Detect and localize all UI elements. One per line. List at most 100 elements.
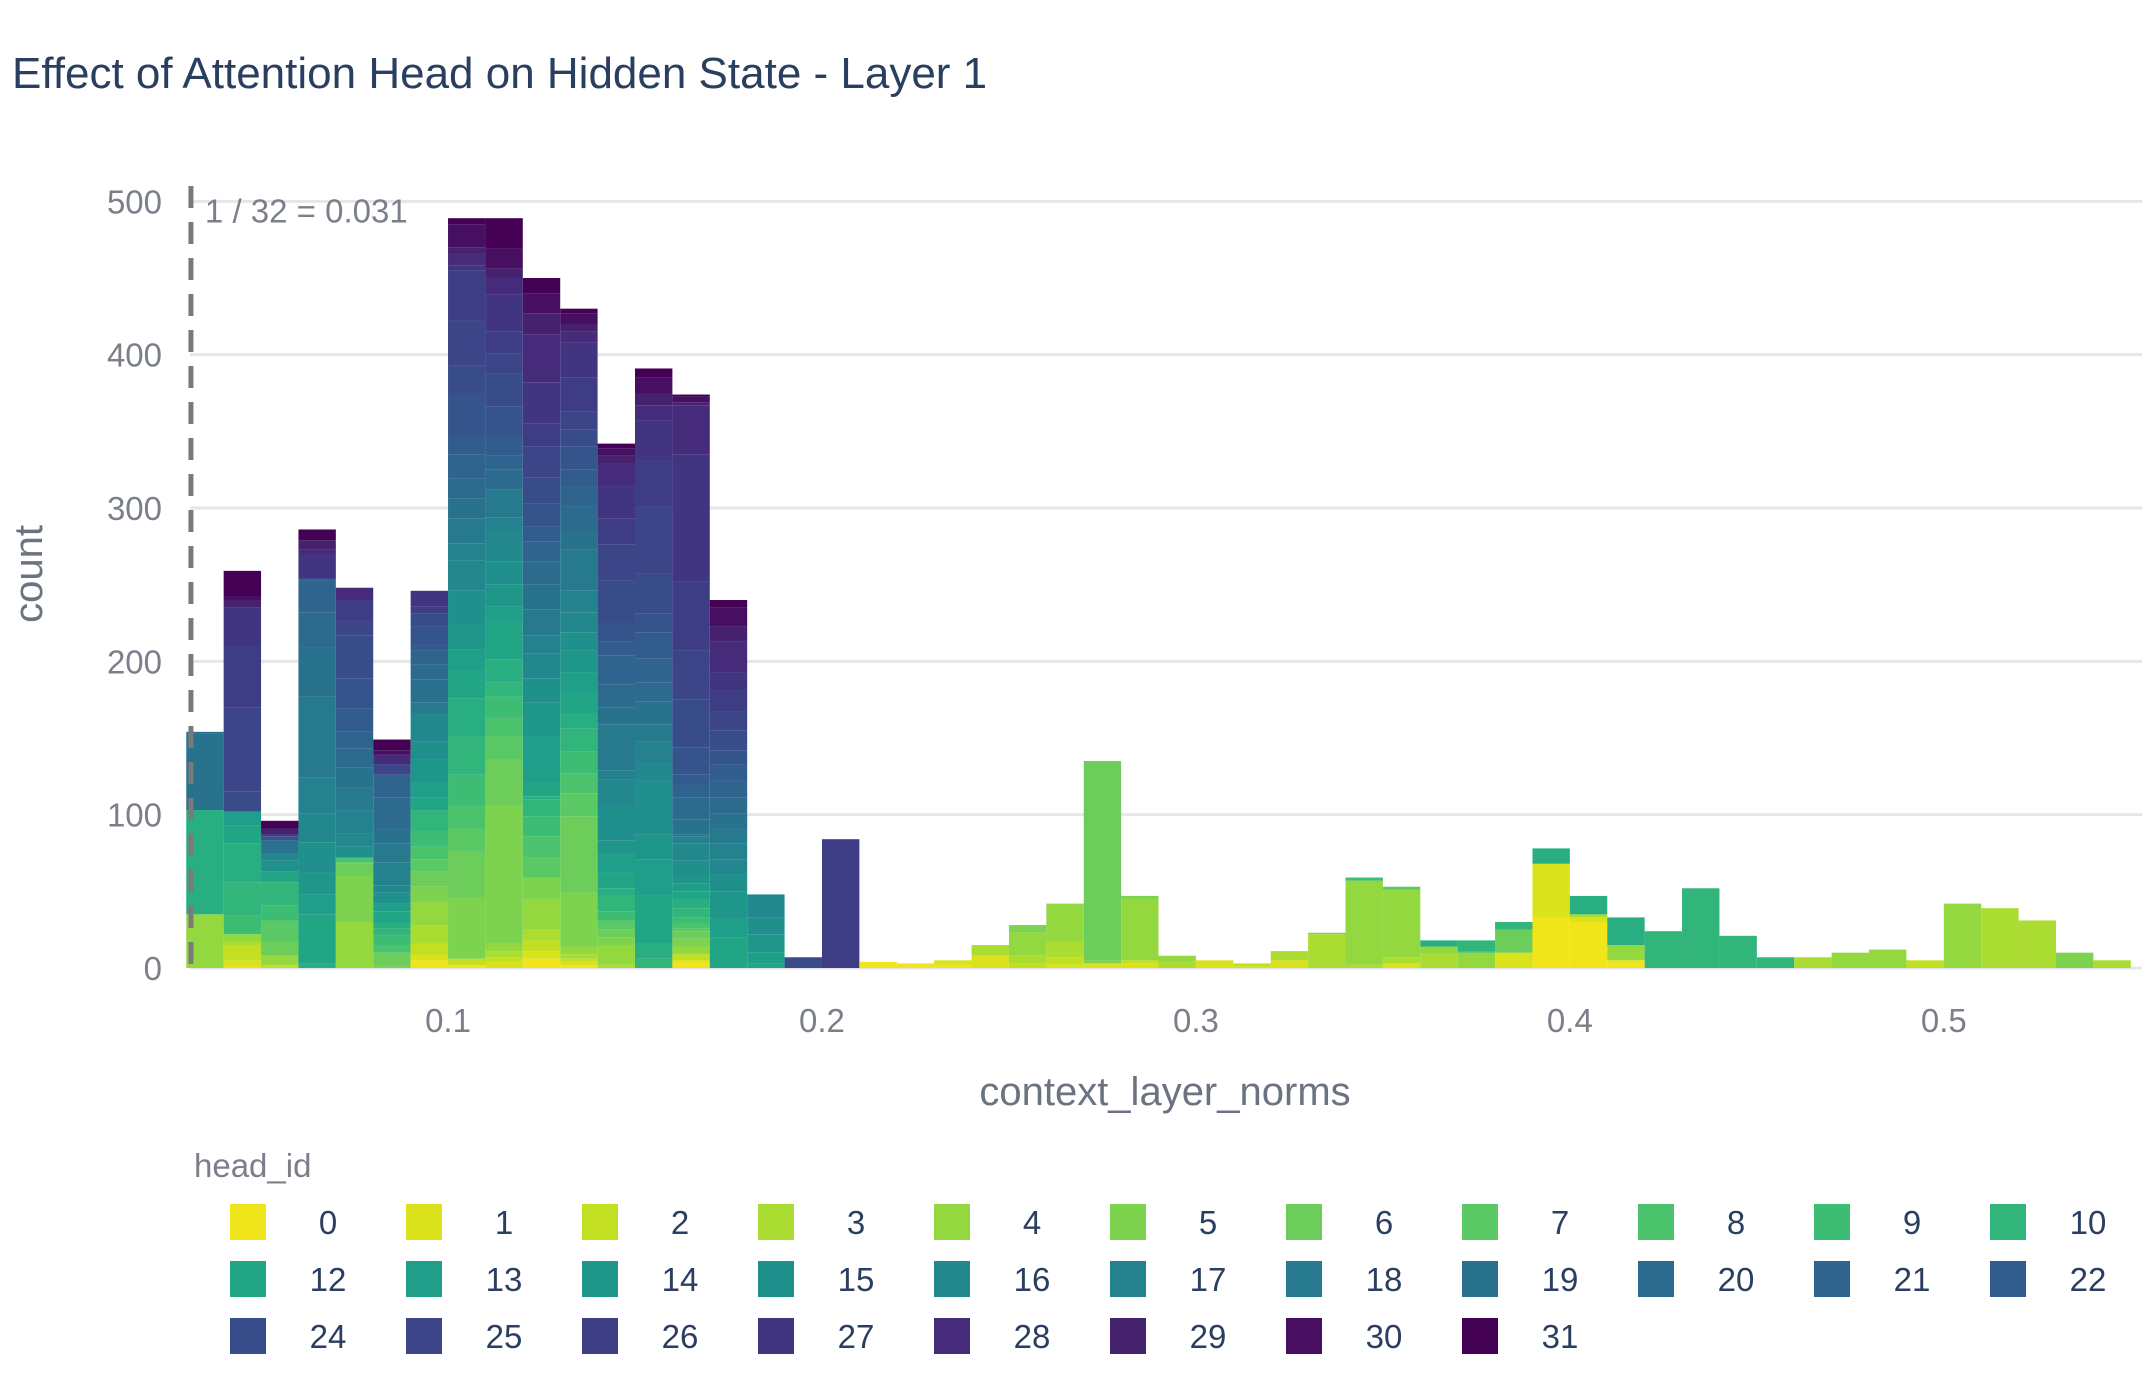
bar-segment: [223, 882, 262, 916]
bar-segment: [634, 420, 673, 461]
legend-label: 20: [1718, 1261, 1755, 1298]
bar-segment: [1532, 863, 1570, 918]
bar-segment: [485, 455, 523, 470]
bar-segment: [373, 903, 411, 912]
bar-segment: [560, 773, 598, 794]
bar-segment: [485, 437, 523, 456]
bar-segment: [709, 937, 748, 968]
bar-segment: [448, 478, 486, 499]
bar-segment: [485, 406, 523, 438]
bar-segment: [335, 862, 374, 864]
legend-label: 10: [2070, 1204, 2107, 1241]
bar-segment: [1345, 880, 1383, 965]
bar-segment: [1270, 960, 1309, 968]
bar-segment: [335, 731, 374, 749]
legend-title: head_id: [194, 1147, 311, 1184]
bar-segment: [709, 780, 748, 798]
bar-segment: [747, 952, 785, 964]
bar-segment: [597, 448, 635, 456]
bar-segment: [335, 678, 374, 709]
bar-segment: [747, 963, 785, 968]
bar-segment: [1569, 917, 1608, 922]
bar-segment: [597, 895, 635, 912]
bar-segment: [522, 877, 561, 899]
bar-segment: [1158, 955, 1196, 962]
legend-label: 28: [1014, 1318, 1051, 1355]
bar-segment: [522, 951, 561, 959]
bar-segment: [223, 966, 262, 968]
bar-segment: [298, 914, 336, 964]
bar-segment: [410, 644, 449, 651]
bar-segment: [448, 365, 486, 393]
bar-segment: [522, 541, 561, 562]
legend-swatch: [1814, 1204, 1850, 1240]
legend-swatch: [1462, 1261, 1498, 1297]
bar-segment: [597, 623, 635, 642]
bar-segment: [634, 460, 673, 507]
legend-label: 17: [1190, 1261, 1227, 1298]
bar-segment: [485, 696, 523, 719]
y-tick-label: 0: [144, 950, 162, 987]
bar-segment: [560, 713, 598, 729]
bar-segment: [597, 853, 635, 873]
bar-segment: [373, 843, 411, 863]
bar-segment: [1008, 925, 1047, 933]
bar-segment: [522, 278, 561, 294]
bar-segment: [261, 834, 299, 837]
bar-segment: [560, 324, 598, 332]
bar-segment: [522, 796, 561, 800]
bar-segment: [597, 641, 635, 656]
bar-segment: [597, 455, 635, 464]
bar-segment: [672, 836, 710, 844]
bar-segment: [672, 454, 710, 582]
bar-segment: [522, 446, 561, 478]
x-tick-label: 0.2: [799, 1002, 845, 1039]
bar-segment: [634, 682, 673, 702]
bar-segment: [1457, 940, 1496, 952]
bar-segment: [597, 724, 635, 771]
bar-segment: [709, 730, 748, 751]
bar-segment: [1569, 922, 1608, 968]
bar-segment: [223, 607, 262, 646]
bar-segment: [410, 626, 449, 645]
bar-segment: [448, 437, 486, 455]
bar-segment: [560, 954, 598, 959]
legend: 0123456789101112131415161718192021222324…: [230, 1204, 2107, 1355]
legend-swatch: [1638, 1204, 1674, 1240]
bar-segment: [1981, 908, 2019, 968]
bar-segment: [709, 843, 748, 860]
bar-segment: [560, 308, 598, 314]
bar-segment: [522, 736, 561, 783]
bar-segment: [522, 526, 561, 542]
bar-segment: [597, 929, 635, 938]
bar-segment: [485, 736, 523, 760]
bar-segment: [223, 915, 262, 935]
bar-segment: [335, 767, 374, 788]
bar-segment: [709, 918, 748, 938]
bar-segment: [522, 899, 561, 930]
bar-segment: [672, 891, 710, 899]
legend-label: 2: [671, 1204, 689, 1241]
bar-segment: [373, 928, 411, 936]
bar-segment: [560, 892, 598, 947]
legend-swatch: [1286, 1261, 1322, 1297]
bar-segment: [485, 531, 523, 562]
bar-segment: [410, 859, 449, 872]
bar-segment: [448, 224, 486, 248]
bar-segment: [597, 485, 635, 519]
bar-segment: [560, 612, 598, 633]
bar-segment: [1943, 903, 1982, 968]
bar-segment: [672, 917, 710, 924]
bar-segment: [223, 811, 262, 826]
bar-segment: [410, 664, 449, 680]
bar-segment: [410, 846, 449, 860]
bar-segment: [634, 632, 673, 659]
bar-segment: [934, 960, 972, 965]
reference-annotation: 1 / 32 = 0.031: [205, 192, 408, 229]
bar-segment: [634, 859, 673, 896]
bar-segment: [672, 797, 710, 820]
bar-segment: [1382, 957, 1421, 964]
bar-segment: [597, 779, 635, 807]
bar-segment: [672, 883, 710, 892]
